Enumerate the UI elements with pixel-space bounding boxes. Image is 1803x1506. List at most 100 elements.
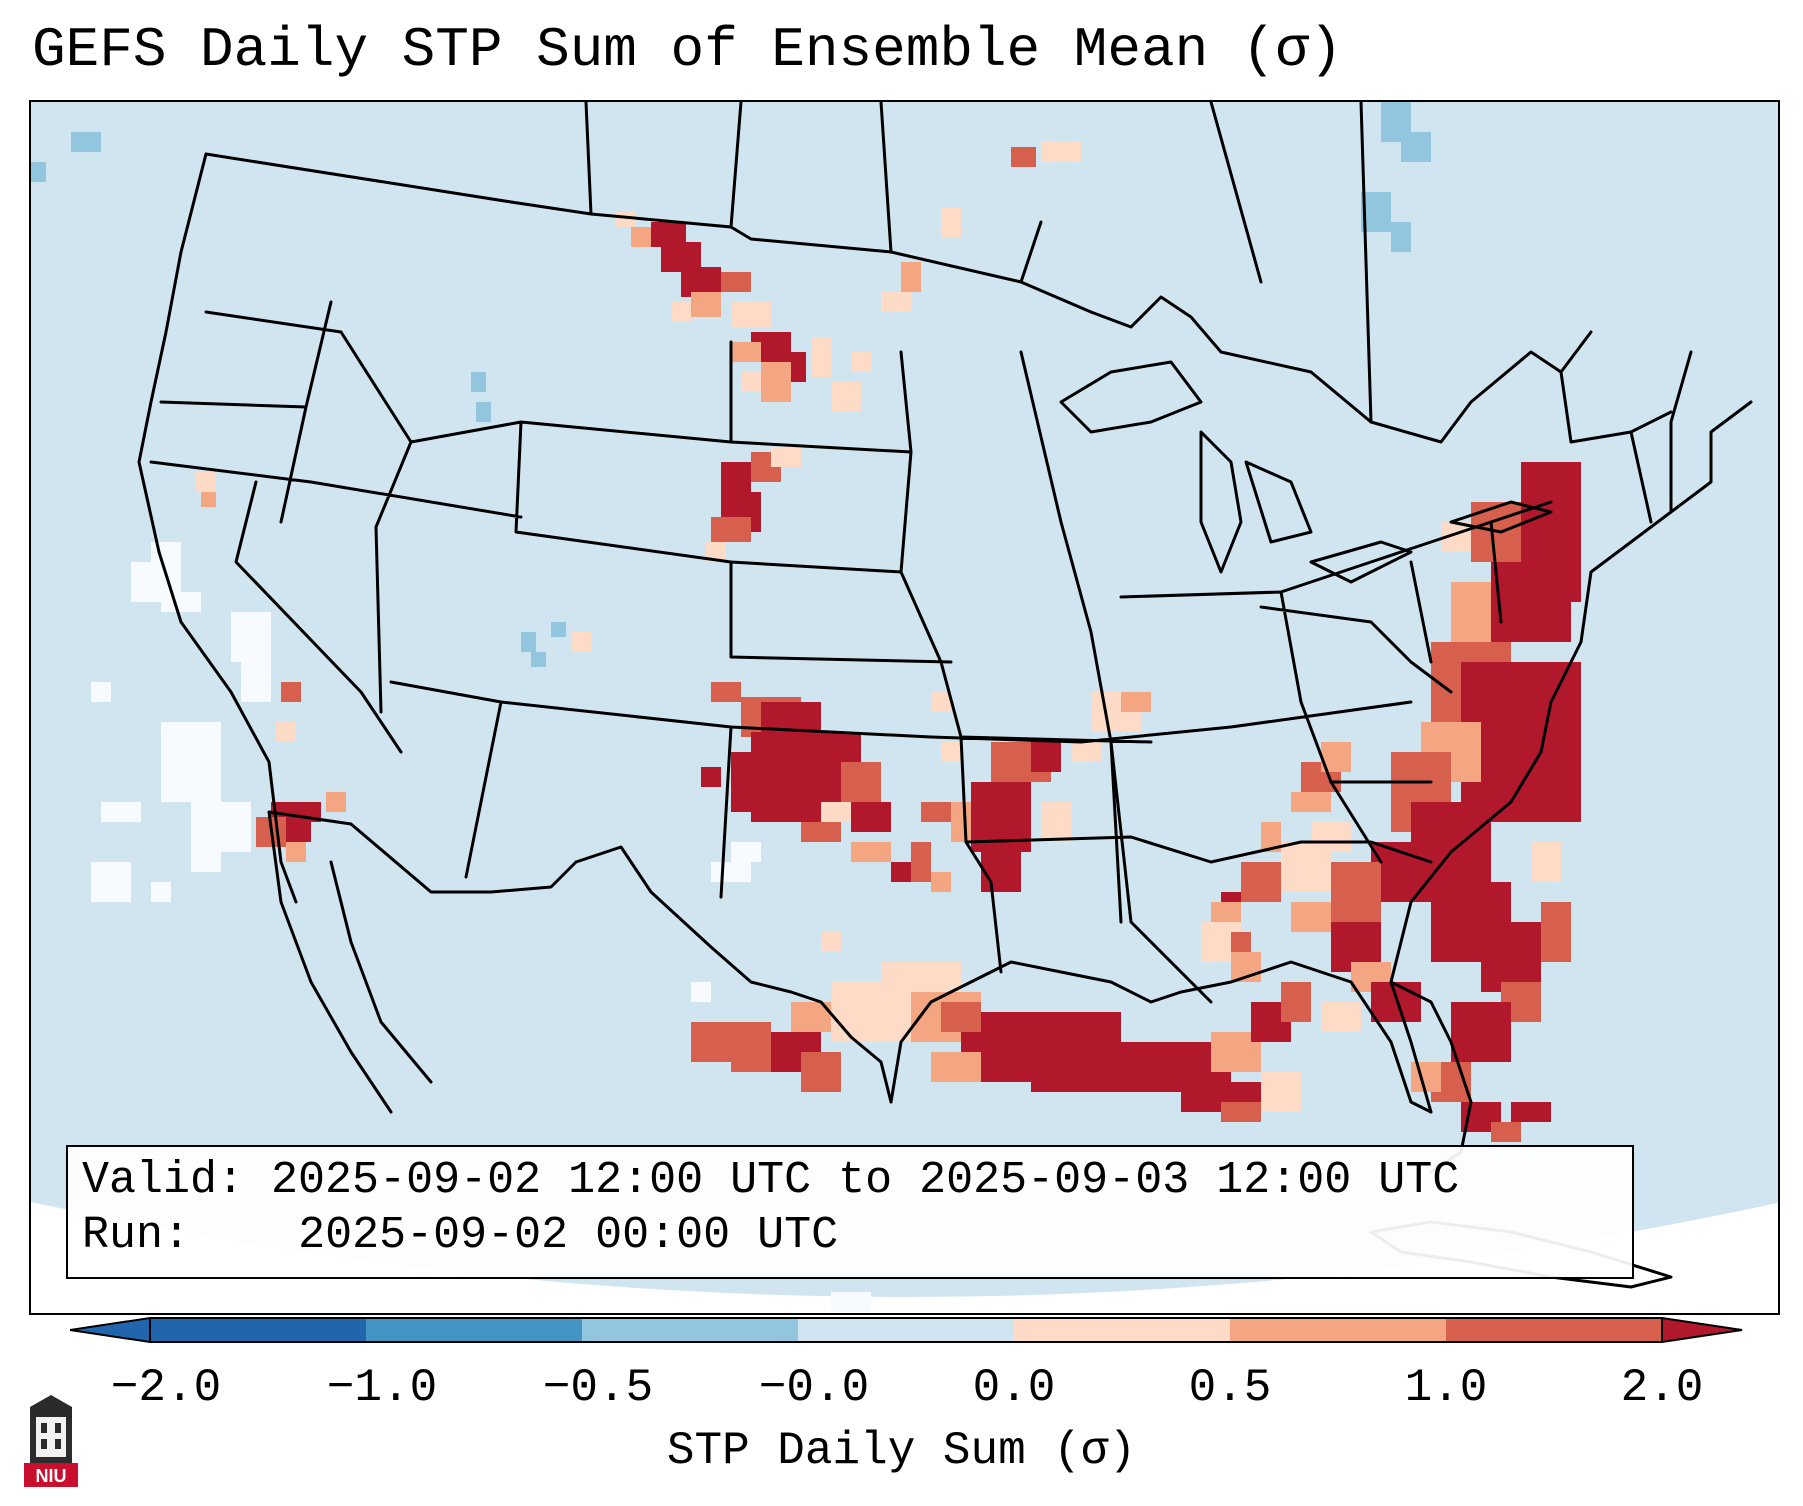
anomaly-cell bbox=[571, 632, 591, 652]
colorbar-tick-6: 0.5 bbox=[1188, 1362, 1272, 1414]
anomaly-cell bbox=[851, 842, 891, 862]
anomaly-cell bbox=[1281, 842, 1331, 892]
state-lines bbox=[149, 102, 1693, 1004]
anomaly-cell bbox=[941, 207, 961, 237]
anomaly-cell bbox=[1121, 692, 1151, 712]
anomaly-cell bbox=[771, 447, 801, 467]
colorbar-extend-high bbox=[1661, 1316, 1743, 1344]
valid-label: Valid: bbox=[82, 1155, 245, 1206]
anomaly-cell bbox=[1411, 1062, 1441, 1092]
anomaly-cell bbox=[801, 1052, 841, 1092]
validity-box: Valid: 2025-09-02 12:00 UTC to 2025-09-0… bbox=[66, 1145, 1634, 1279]
anomaly-cell bbox=[476, 402, 491, 422]
anomaly-cell bbox=[241, 662, 271, 702]
anomaly-cell bbox=[616, 212, 636, 227]
anomaly-cell bbox=[981, 852, 1021, 892]
anomaly-cell bbox=[721, 272, 751, 292]
anomaly-cell bbox=[1011, 147, 1036, 167]
anomaly-cell bbox=[631, 227, 656, 247]
anomaly-cell bbox=[151, 542, 181, 562]
anomaly-cell bbox=[196, 472, 216, 492]
anomaly-cell bbox=[741, 372, 761, 392]
anomaly-cell bbox=[1241, 862, 1281, 902]
colorbar-segment-7 bbox=[1446, 1318, 1662, 1342]
anomaly-cell bbox=[1371, 982, 1421, 1022]
run-label: Run: bbox=[82, 1210, 191, 1261]
colorbar-segment-2 bbox=[366, 1318, 582, 1342]
baja-coast bbox=[267, 810, 433, 1114]
map-frame[interactable] bbox=[29, 100, 1780, 1315]
anomaly-cell bbox=[811, 337, 831, 377]
gulf-coastline bbox=[889, 960, 1433, 1114]
anomaly-cell bbox=[1451, 1002, 1511, 1062]
colorbar-outline bbox=[149, 1317, 1663, 1343]
great-lakes bbox=[1059, 360, 1553, 584]
colorbar-tick-4: −0.0 bbox=[758, 1362, 870, 1414]
stp-map bbox=[31, 102, 1778, 1312]
anomaly-cell bbox=[161, 592, 201, 612]
anomaly-cell bbox=[931, 692, 951, 712]
anomaly-cell bbox=[951, 802, 971, 842]
anomaly-cell bbox=[1491, 562, 1571, 642]
anomaly-cell bbox=[711, 862, 751, 882]
anomaly-cell bbox=[731, 842, 761, 862]
anomaly-cell bbox=[1531, 842, 1561, 882]
anomaly-cell bbox=[1111, 1042, 1221, 1082]
anomaly-cell bbox=[1231, 932, 1251, 952]
anomaly-cell bbox=[471, 372, 486, 392]
colorbar-segment-6 bbox=[1230, 1318, 1446, 1342]
anomaly-cell bbox=[881, 292, 911, 312]
anomaly-cell bbox=[1331, 862, 1381, 922]
colorbar-tick-7: 1.0 bbox=[1404, 1362, 1488, 1414]
anomaly-cell bbox=[841, 762, 881, 802]
anomaly-cell bbox=[671, 302, 691, 322]
anomaly-cell bbox=[1321, 1002, 1361, 1032]
anomaly-cell bbox=[1281, 982, 1311, 1022]
anomaly-cell bbox=[1541, 902, 1571, 962]
anomaly-cell bbox=[31, 162, 46, 182]
anomaly-cell bbox=[821, 802, 851, 822]
anomaly-cell bbox=[831, 1292, 871, 1312]
mexico-border bbox=[267, 810, 893, 1104]
anomaly-cell bbox=[1261, 1072, 1301, 1112]
run-value: 2025-09-02 00:00 UTC bbox=[298, 1210, 839, 1261]
anomaly-cell bbox=[1291, 902, 1331, 932]
anomaly-cell bbox=[161, 722, 221, 802]
atlantic-coastline bbox=[1389, 400, 1753, 1114]
anomaly-cell bbox=[931, 1052, 981, 1082]
anomaly-cell bbox=[941, 1002, 981, 1032]
colorbar bbox=[70, 1316, 1743, 1344]
anomaly-cell bbox=[891, 862, 911, 882]
anomaly-cell bbox=[521, 632, 536, 652]
anomaly-cell bbox=[326, 792, 346, 812]
colorbar-tick-1: −2.0 bbox=[110, 1362, 222, 1414]
anomaly-cell bbox=[881, 962, 961, 992]
anomaly-cell bbox=[1261, 822, 1281, 852]
anomaly-cell bbox=[941, 742, 961, 762]
pacific-coastline bbox=[137, 152, 298, 904]
anomaly-cell bbox=[731, 342, 761, 362]
anomaly-cell bbox=[691, 292, 721, 317]
anomaly-cell bbox=[286, 842, 306, 862]
anomaly-cell bbox=[731, 302, 771, 327]
anomaly-cell bbox=[1491, 1122, 1521, 1142]
anomaly-cells bbox=[31, 102, 1581, 1312]
anomaly-cell bbox=[1291, 792, 1331, 812]
colorbar-segment-5 bbox=[1014, 1318, 1230, 1342]
map-land-ocean bbox=[31, 102, 1778, 1297]
anomaly-cell bbox=[901, 262, 921, 292]
anomaly-cell bbox=[851, 802, 891, 832]
anomaly-cell bbox=[731, 1042, 771, 1072]
anomaly-cell bbox=[1481, 922, 1541, 992]
colorbar-tick-8: 2.0 bbox=[1620, 1362, 1704, 1414]
anomaly-cell bbox=[911, 842, 931, 882]
anomaly-cell bbox=[551, 622, 566, 637]
anomaly-cell bbox=[1041, 802, 1071, 842]
anomaly-cell bbox=[851, 352, 871, 372]
colorbar-extend-low bbox=[70, 1316, 151, 1344]
anomaly-cell bbox=[701, 767, 721, 787]
anomaly-cell bbox=[101, 802, 141, 822]
anomaly-cell bbox=[276, 722, 296, 742]
anomaly-cell bbox=[191, 832, 221, 872]
anomaly-cell bbox=[921, 802, 951, 822]
